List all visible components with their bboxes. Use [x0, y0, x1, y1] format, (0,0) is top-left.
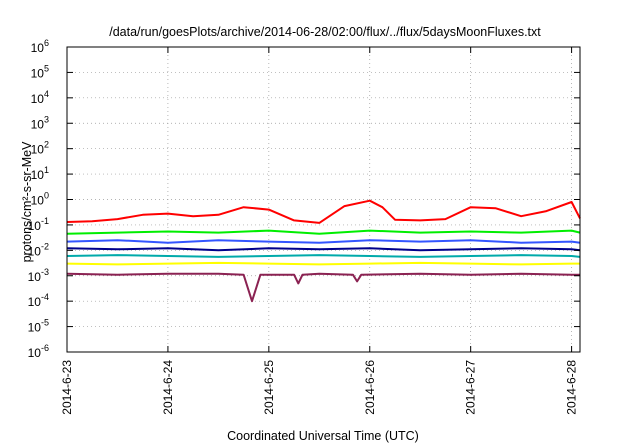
series-layer	[66, 199, 581, 303]
y-axis-label: protons/cm²-s-sr-MeV	[20, 141, 34, 263]
x-axis-label: Coordinated Universal Time (UTC)	[227, 429, 419, 443]
y-tick-label: 104	[31, 89, 49, 106]
series-line	[66, 199, 581, 224]
y-tick-label: 10-5	[28, 318, 49, 335]
series-line	[66, 254, 581, 258]
y-axis-ticks: 10-610-510-410-310-210-11001011021031041…	[28, 38, 580, 360]
series-line	[66, 272, 580, 303]
y-tick-label: 10-4	[28, 292, 49, 309]
x-tick-label: 2014-6-28	[565, 360, 579, 415]
y-tick-label: 10-3	[28, 267, 49, 284]
y-tick-label: 103	[31, 114, 49, 131]
chart-title: /data/run/goesPlots/archive/2014-06-28/0…	[109, 25, 541, 39]
x-tick-label: 2014-6-24	[161, 360, 175, 415]
x-tick-label: 2014-6-23	[60, 360, 74, 415]
x-tick-label: 2014-6-26	[363, 360, 377, 415]
y-tick-label: 105	[31, 63, 49, 80]
y-tick-label: 10-6	[28, 343, 49, 360]
series-line	[66, 247, 581, 252]
grid	[66, 46, 580, 353]
x-tick-label: 2014-6-27	[464, 360, 478, 415]
series-line	[66, 239, 581, 244]
y-tick-label: 106	[31, 38, 49, 55]
series-line	[66, 229, 581, 235]
x-tick-label: 2014-6-25	[262, 360, 276, 415]
x-axis-ticks: 2014-6-23 2014-6-24 2014-6-25 2014-6-26 2014…	[60, 47, 579, 415]
series-line	[66, 261, 580, 266]
